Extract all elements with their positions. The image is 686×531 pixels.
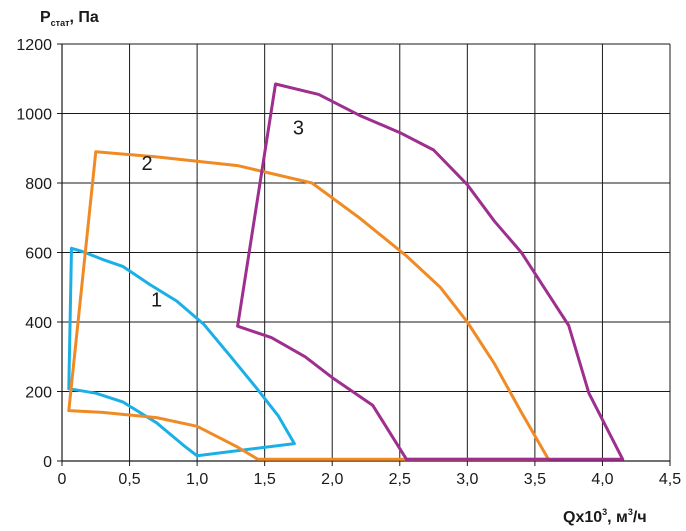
- x-tick-label: 1,0: [186, 471, 208, 488]
- y-tick-label: 800: [25, 176, 52, 193]
- y-tick-label: 200: [25, 385, 52, 402]
- x-tick-label: 0: [58, 471, 67, 488]
- tick-labels: 0 0,5 1,0 1,5 2,0 2,5 3,0 3,5 4,0 4,5 0 200 400 600 80…: [16, 37, 681, 488]
- x-tick-label: 3,0: [456, 471, 478, 488]
- curve-label-1: 1: [151, 289, 162, 311]
- x-tick-label: 4,0: [591, 471, 613, 488]
- y-axis-title: Pстат, Па: [40, 9, 99, 28]
- axes: [57, 43, 671, 466]
- x-tick-label: 2,5: [389, 471, 411, 488]
- x-axis-title: Qx103, м3/ч: [563, 507, 647, 526]
- x-tick-label: 3,5: [524, 471, 546, 488]
- grid: [61, 43, 671, 462]
- series-1-line: [67, 246, 296, 458]
- x-tick-label: 2,0: [321, 471, 343, 488]
- y-tick-label: 600: [25, 246, 52, 263]
- curve-label-3: 3: [293, 117, 304, 139]
- curve-labels: 1 2 3: [142, 117, 304, 311]
- curve-label-2: 2: [142, 153, 153, 175]
- x-tick-label: 1,5: [254, 471, 276, 488]
- series-group: [67, 82, 625, 461]
- x-tick-label: 0,5: [118, 471, 140, 488]
- series-3-line: [236, 82, 625, 461]
- y-tick-label: 400: [25, 315, 52, 332]
- x-tick-label: 4,5: [659, 471, 681, 488]
- y-tick-label: 1000: [16, 107, 52, 124]
- y-tick-label: 0: [43, 454, 52, 471]
- series-2-line: [67, 150, 550, 461]
- y-tick-label: 1200: [16, 37, 52, 54]
